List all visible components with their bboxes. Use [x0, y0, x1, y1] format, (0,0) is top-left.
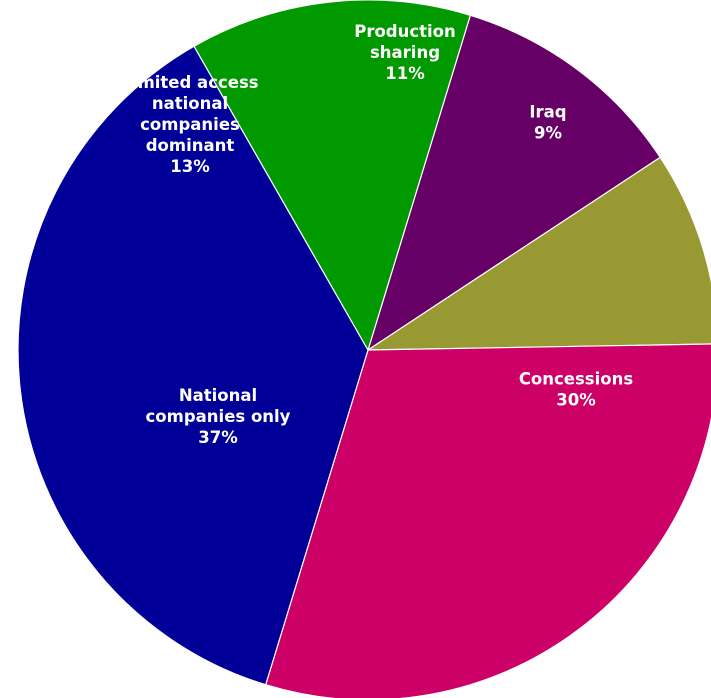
slice-label: Concessions 30%	[519, 370, 634, 410]
slice-name-line: national	[152, 94, 228, 113]
pie-slice	[365, 156, 711, 351]
slice-name-line: sharing	[370, 43, 440, 62]
slice-label: National companies only 37%	[146, 386, 291, 447]
slice-name-line: National	[179, 386, 257, 405]
slice-name-line: companies only	[146, 407, 291, 426]
pie-slice	[366, 14, 662, 352]
slice-name-line: Iraq	[529, 103, 566, 122]
slice-name-line: Production	[354, 22, 456, 41]
slice-name-line: companies	[140, 115, 240, 134]
slice-label: Limited access national companies dominant 1…	[121, 73, 258, 176]
pie-slice	[264, 343, 711, 698]
slice-value-label: 11%	[385, 64, 425, 83]
pie-slices	[17, 0, 711, 698]
slice-name-line: Limited access	[121, 73, 258, 92]
slice-label: Production sharing 11%	[354, 22, 456, 83]
slice-name-line: dominant	[146, 136, 235, 155]
slice-value-label: 30%	[556, 391, 596, 410]
slice-value-label: 37%	[198, 428, 238, 447]
slice-value-label: 13%	[170, 157, 210, 176]
pie-slice	[17, 45, 369, 686]
pie-slice	[193, 0, 472, 352]
slice-label: Iraq 9%	[529, 103, 566, 143]
slice-name-line: Concessions	[519, 370, 634, 389]
slice-value-label: 9%	[534, 124, 562, 143]
pie-labels: Production sharing 11% Iraq 9% Concessions 30%…	[121, 22, 633, 447]
